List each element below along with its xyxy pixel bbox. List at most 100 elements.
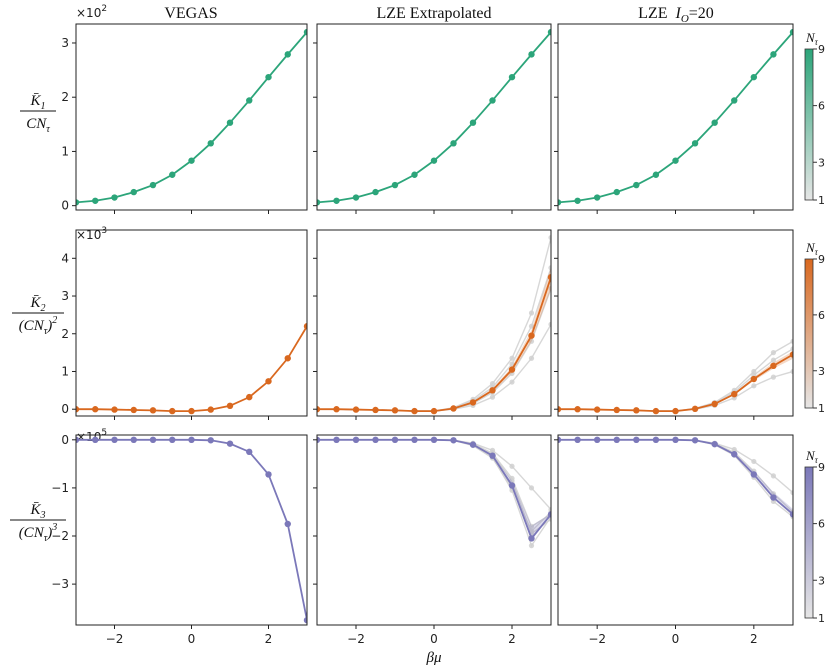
faint-series-point: [751, 383, 757, 389]
series-point: [558, 436, 562, 444]
faint-series-point: [548, 265, 551, 271]
faint-series-point: [790, 338, 793, 344]
y-tick-label: 2: [61, 327, 69, 341]
series-point: [469, 399, 477, 406]
series-point: [633, 181, 640, 189]
row3-ylabel-den-sub: τ: [44, 533, 48, 544]
series-point: [76, 436, 80, 444]
series-point: [169, 436, 176, 444]
series-point: [391, 181, 399, 189]
series-point: [770, 494, 777, 501]
series-point: [130, 436, 137, 444]
faint-series-point: [731, 446, 737, 453]
faint-series-point: [790, 490, 793, 496]
series-point: [558, 406, 562, 413]
faint-series-point: [509, 361, 515, 367]
series-point: [672, 436, 679, 444]
axes-frame: [316, 434, 552, 626]
series-point: [111, 406, 118, 413]
series-point: [770, 362, 777, 370]
series-point: [574, 406, 581, 413]
colorbar-tick-label: 9: [818, 253, 825, 266]
series-point: [633, 407, 640, 414]
series-point: [691, 405, 699, 413]
svg-text:K̄1: K̄1: [29, 93, 45, 112]
row2-ylabel-den-close: ): [46, 318, 52, 334]
series-point: [633, 436, 640, 444]
row3-ylabel: K̄3 (CNτ)3: [10, 502, 66, 544]
series-point: [489, 452, 496, 459]
colorbar-row1-label-n: N: [805, 30, 816, 45]
row2-ylabel-den-sub: τ: [44, 326, 48, 337]
series-point: [207, 140, 214, 147]
series-point: [652, 407, 660, 415]
series-band: [558, 439, 793, 515]
series-point: [391, 436, 399, 444]
series-point: [672, 157, 679, 164]
series-point: [469, 119, 477, 126]
series-point: [508, 73, 516, 81]
x-axis-label: βμ: [426, 650, 442, 666]
faint-series-line-3: [558, 348, 793, 412]
y-tick-label: 0: [61, 433, 69, 447]
series-point: [508, 482, 516, 489]
colorbar-tick-label: 6: [818, 100, 825, 113]
series-point: [317, 436, 321, 444]
y-tick-label: −1: [51, 481, 69, 495]
series-point: [188, 436, 195, 444]
row3-ylabel-num: K̄: [29, 502, 41, 518]
series-point: [450, 405, 457, 412]
row3-multiplier-exp: 5: [101, 428, 107, 438]
panel-r1-c2-plot: [317, 28, 551, 206]
row3-multiplier: ×105: [76, 428, 107, 444]
series-point: [528, 535, 535, 542]
series-point: [731, 97, 738, 104]
row2-ylabel-num: K̄: [29, 295, 41, 311]
series-point: [528, 332, 535, 339]
series-point: [317, 406, 321, 413]
colorbar-tick-label: 3: [818, 574, 825, 587]
series-point: [613, 188, 620, 196]
series-point: [652, 171, 660, 178]
series-point: [226, 440, 234, 447]
colorbar-tick-label: 1: [818, 612, 825, 625]
faint-series-point: [751, 458, 757, 465]
series-point: [469, 441, 477, 448]
faint-series-point: [548, 234, 551, 241]
series-point: [750, 73, 758, 81]
faint-series-point: [489, 394, 496, 400]
faint-series-point: [528, 310, 535, 316]
faint-series-point: [548, 506, 551, 513]
series-point: [430, 157, 438, 164]
faint-series-point: [751, 368, 757, 375]
row1-ylabel-den: CN: [26, 116, 47, 132]
y-tick-label: 0: [61, 402, 69, 416]
row3-ylabel-den-close: ): [46, 525, 52, 541]
series-point: [284, 51, 291, 58]
series-point: [391, 407, 399, 414]
series-point: [226, 402, 234, 410]
faint-series-point: [770, 374, 777, 380]
faint-series-line-1: [317, 237, 551, 412]
row2-ylabel-num-sub: 2: [41, 303, 46, 314]
series-point: [169, 407, 176, 415]
series-line: [76, 31, 307, 204]
faint-series-point: [790, 368, 793, 375]
column-title-lze-io-symbol: I: [675, 5, 682, 22]
series-point: [149, 181, 157, 189]
series-point: [430, 436, 438, 444]
colorbar-row2: Nτ 1 3 6 9: [804, 240, 825, 415]
colorbar-row3-label: Nτ: [805, 448, 819, 465]
colorbar-row1-label: Nτ: [805, 30, 819, 47]
row1-multiplier-exp: 2: [101, 4, 107, 14]
series-point: [265, 378, 272, 385]
panel-r3-c3: −2 0 2: [554, 434, 794, 646]
svg-text:(CNτ)2: (CNτ)2: [19, 315, 58, 337]
row2-multiplier: ×103: [76, 226, 107, 242]
series-point: [188, 407, 195, 415]
series-point: [92, 436, 99, 444]
series-point: [207, 406, 214, 413]
y-tick-label: −2: [51, 529, 69, 543]
row3-ylabel-den-pow: 3: [51, 522, 57, 533]
